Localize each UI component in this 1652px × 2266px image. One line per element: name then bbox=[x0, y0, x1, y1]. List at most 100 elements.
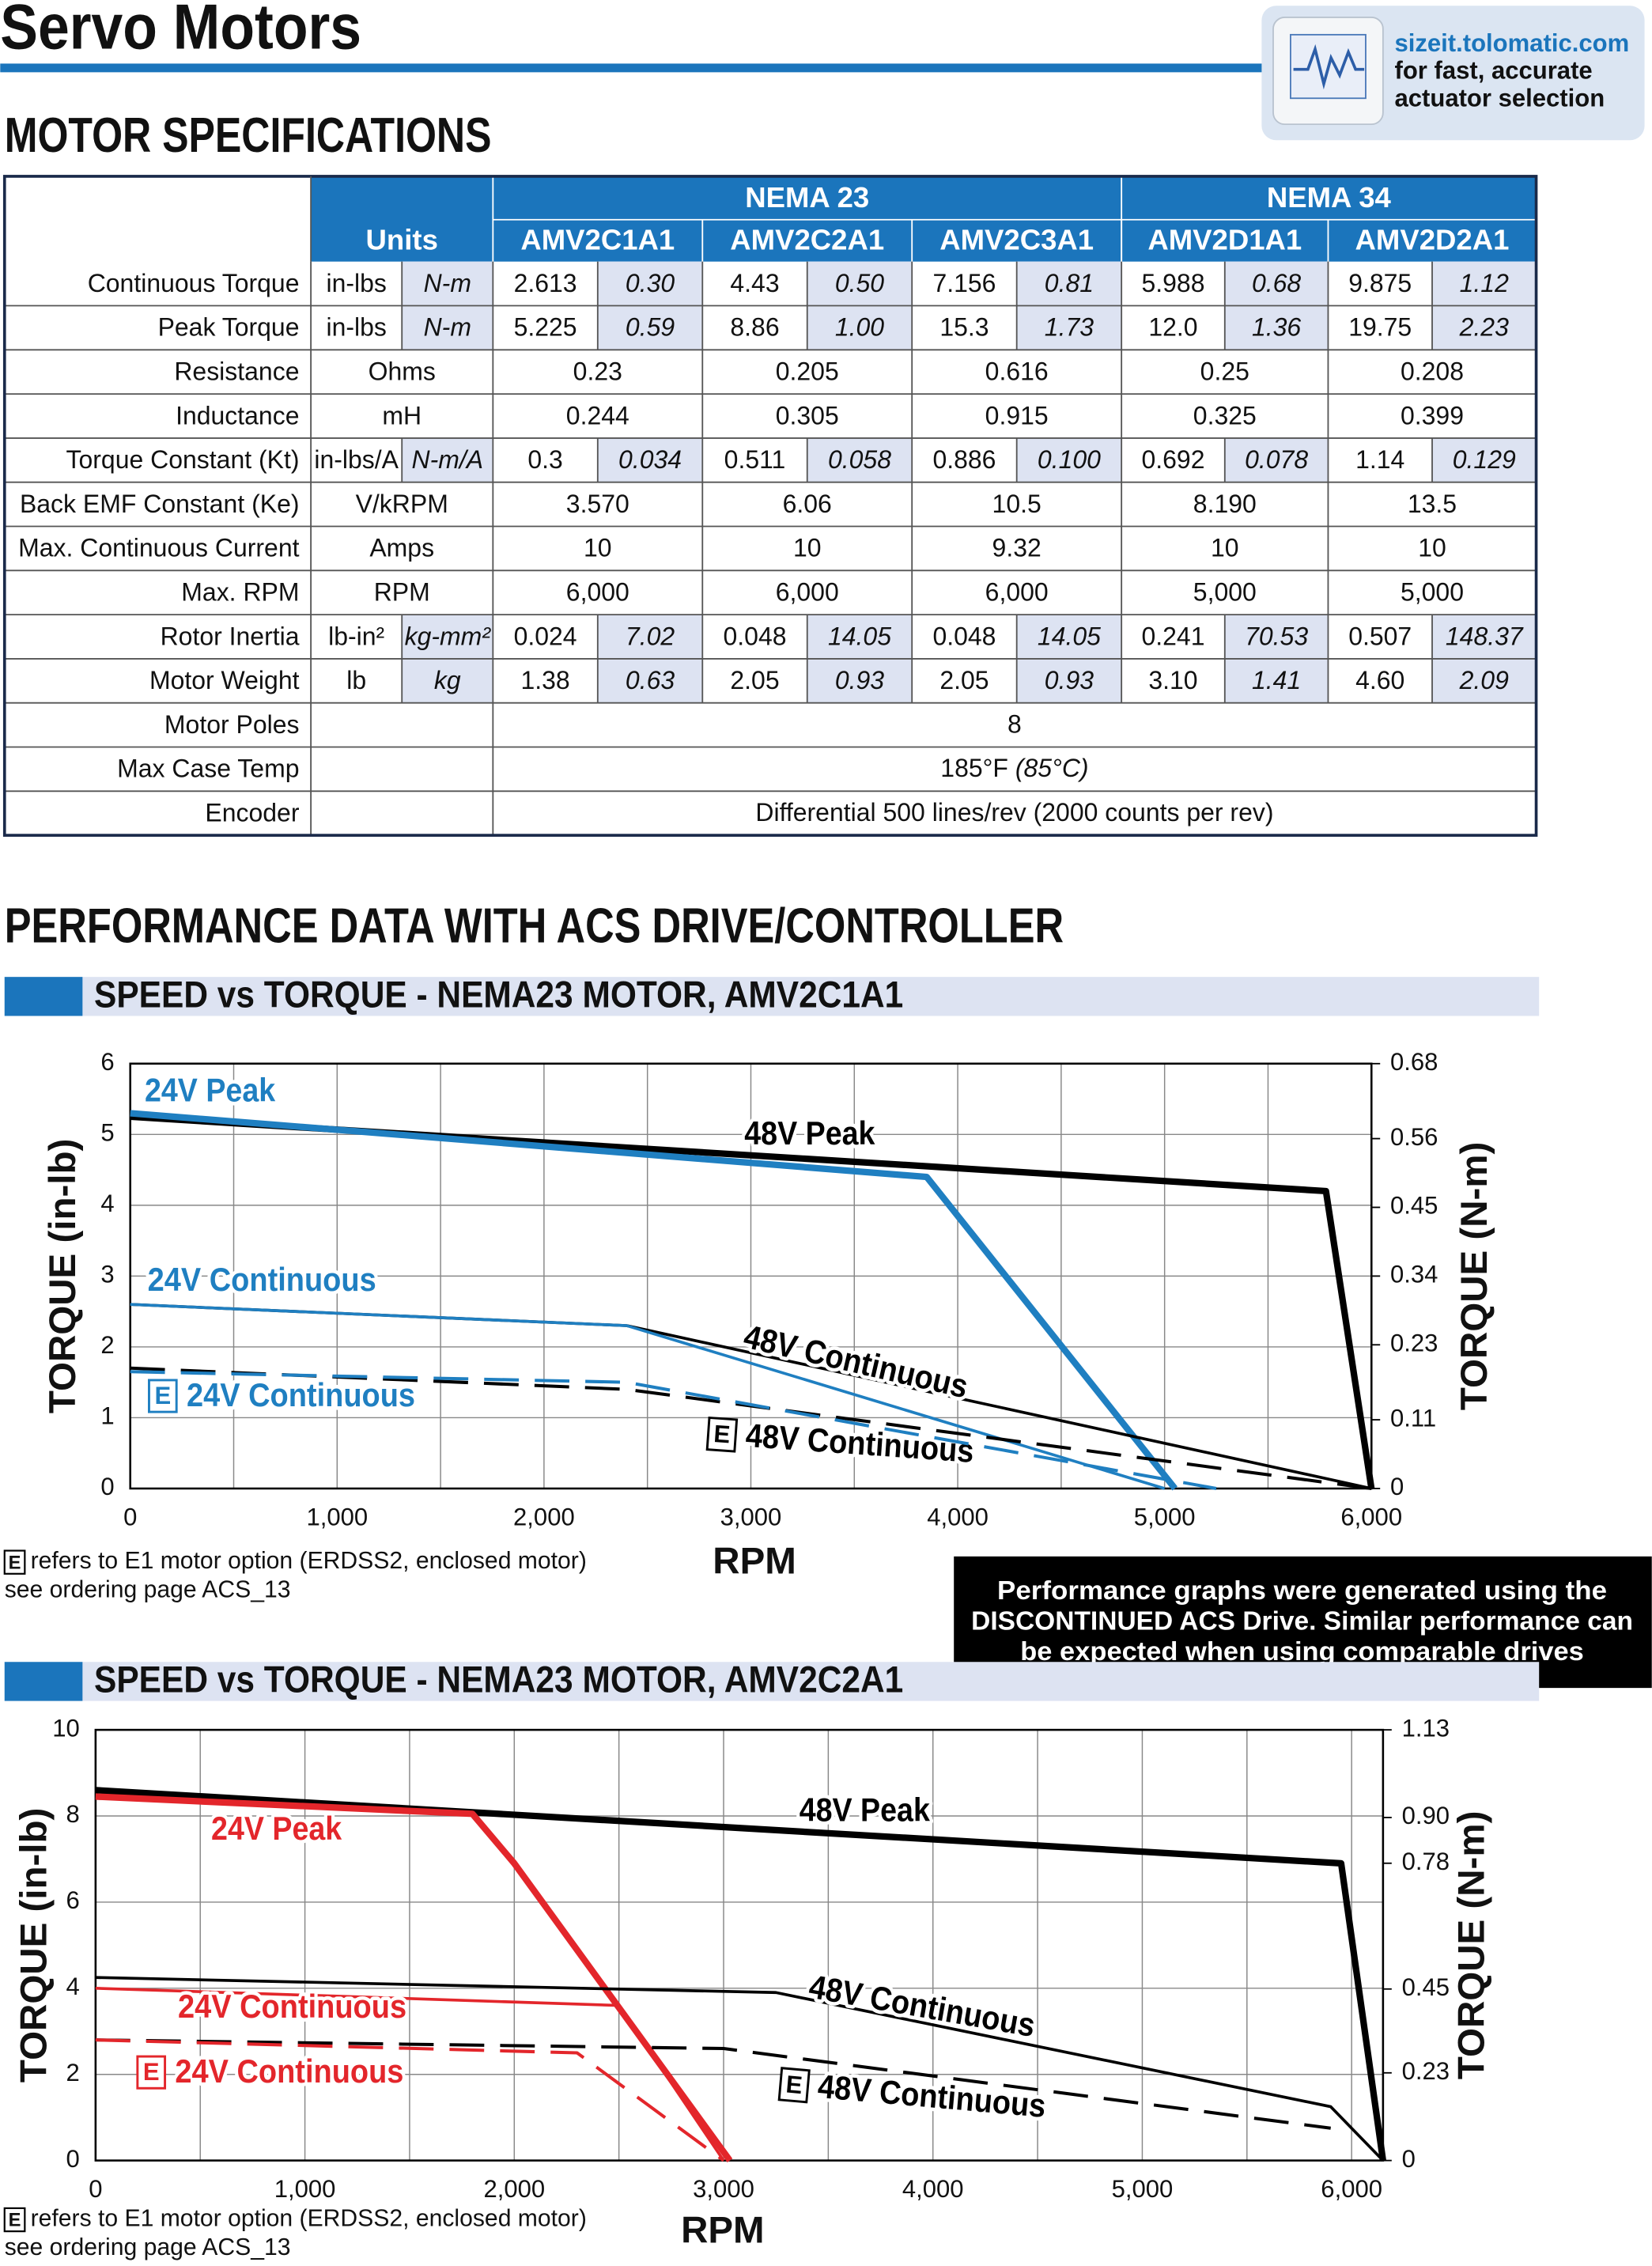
cell-value: 0.305 bbox=[776, 401, 839, 429]
cell-value: 3.10 bbox=[1148, 666, 1197, 694]
title-bar-accent bbox=[4, 1662, 83, 1701]
cell-value: 0.23 bbox=[573, 357, 622, 385]
cell-value: 1.14 bbox=[1355, 445, 1404, 474]
model-header: AMV2D1A1 bbox=[1147, 224, 1302, 256]
row-label: Peak Torque bbox=[158, 313, 300, 342]
metric-shade bbox=[597, 658, 703, 703]
page-title: Servo Motors bbox=[0, 0, 361, 62]
y2-tick-label: 0.11 bbox=[1390, 1404, 1436, 1432]
cell-value: 5.225 bbox=[514, 313, 577, 342]
badge-wave bbox=[1293, 44, 1365, 90]
metric-shade bbox=[1016, 305, 1122, 350]
cell-value: 185°F bbox=[940, 755, 1008, 783]
series-label: E 24V Continuous bbox=[136, 2049, 407, 2094]
row-label: Back EMF Constant (Ke) bbox=[20, 490, 300, 518]
cell-value: 6,000 bbox=[985, 577, 1049, 606]
unit-metric: N-m bbox=[424, 269, 471, 297]
cell-value: 10 bbox=[584, 534, 612, 562]
x-axis-label: RPM bbox=[713, 1541, 796, 1583]
option-symbol: E bbox=[784, 2070, 803, 2099]
series-name: 48V Continuous bbox=[807, 1968, 1038, 2044]
y-tick-label: 2 bbox=[100, 1331, 114, 1359]
metric-shade bbox=[1224, 305, 1329, 350]
metric-shade bbox=[1016, 658, 1122, 703]
cell-value: 5.988 bbox=[1141, 269, 1204, 297]
cell-value: 4.60 bbox=[1355, 666, 1404, 694]
cell-value: 0.915 bbox=[985, 401, 1049, 429]
series-label: 48V Peak bbox=[796, 1787, 934, 1832]
cell-value-metric: 1.36 bbox=[1252, 313, 1301, 342]
series-name: 24V Peak bbox=[211, 1810, 342, 1847]
cell-value-metric: 7.02 bbox=[626, 622, 675, 650]
series-name: 24V Peak bbox=[145, 1071, 276, 1108]
option-symbol: E bbox=[154, 1382, 171, 1409]
title-bar bbox=[82, 1662, 1540, 1701]
badge-link[interactable]: sizeit.tolomatic.com bbox=[1394, 29, 1629, 57]
cell-value-metric: 2.09 bbox=[1459, 666, 1509, 694]
x-tick-label: 0 bbox=[89, 2175, 102, 2203]
series-label: 48V Continuous bbox=[737, 1314, 975, 1409]
y2-tick-label: 0 bbox=[1390, 1473, 1404, 1500]
series-label: E 24V Continuous bbox=[148, 1372, 419, 1417]
cell-value: 9.875 bbox=[1348, 269, 1412, 297]
series-name: 48V Peak bbox=[800, 1791, 931, 1828]
cell-value-metric: 1.12 bbox=[1460, 269, 1509, 297]
notice-text: Performance graphs were generated using … bbox=[997, 1576, 1607, 1605]
cell-value-metric: 0.63 bbox=[626, 666, 675, 694]
cell-value-metric: 1.73 bbox=[1045, 313, 1094, 342]
y2-tick-label: 0 bbox=[1402, 2145, 1416, 2173]
y-tick-label: 0 bbox=[100, 1473, 114, 1500]
y-tick-label: 1 bbox=[100, 1402, 114, 1430]
cell-value: 4.43 bbox=[730, 269, 779, 297]
y2-tick-label: 0.90 bbox=[1402, 1802, 1450, 1829]
y2-axis-label: TORQUE (N-m) bbox=[1454, 1142, 1495, 1411]
row-label: Resistance bbox=[174, 357, 299, 385]
plot-frame bbox=[129, 1062, 1373, 1490]
badge-tagline: actuator selection bbox=[1394, 84, 1605, 112]
cell-value: 10 bbox=[1418, 534, 1446, 562]
cell-value: 0.692 bbox=[1141, 445, 1204, 474]
cell-value: 0.886 bbox=[932, 445, 996, 474]
cell-value-metric: 0.59 bbox=[626, 313, 675, 342]
option-box bbox=[136, 2055, 167, 2090]
metric-shade bbox=[1224, 658, 1329, 703]
y2-tick-label: 0.45 bbox=[1402, 1973, 1450, 2001]
cell-value: 5,000 bbox=[1401, 577, 1464, 606]
metric-shade bbox=[402, 437, 493, 482]
cell-value: 0.511 bbox=[724, 445, 786, 474]
group-header: NEMA 23 bbox=[745, 181, 869, 214]
unit: lb-in² bbox=[328, 622, 384, 650]
option-box bbox=[705, 1416, 739, 1453]
metric-shade bbox=[807, 615, 913, 659]
cell-value: 3.570 bbox=[566, 490, 629, 518]
cell-value: 0.507 bbox=[1348, 622, 1412, 650]
unit-metric: N-m/A bbox=[411, 445, 483, 474]
note-symbol: E bbox=[9, 2210, 21, 2231]
unit: RPM bbox=[374, 577, 430, 606]
series-line bbox=[95, 2038, 1331, 2130]
plot-frame bbox=[94, 1728, 1385, 2162]
note-box bbox=[3, 2207, 26, 2233]
model-header: AMV2D2A1 bbox=[1355, 224, 1510, 256]
row-label: Encoder bbox=[205, 798, 299, 827]
metric-shade bbox=[1224, 615, 1329, 659]
x-tick-label: 6,000 bbox=[1321, 2175, 1382, 2203]
option-box bbox=[777, 2067, 811, 2104]
metric-shade bbox=[1431, 658, 1537, 703]
x-tick-label: 3,000 bbox=[720, 1504, 782, 1531]
x-tick-label: 6,000 bbox=[1340, 1504, 1402, 1531]
unit: lb bbox=[346, 666, 366, 694]
series-name: 24V Continuous bbox=[187, 1376, 415, 1413]
y-tick-label: 4 bbox=[66, 1973, 79, 2000]
x-axis-label: RPM bbox=[681, 2210, 765, 2252]
y-tick-label: 2 bbox=[66, 2059, 79, 2086]
title-rule bbox=[0, 63, 1269, 73]
cell-value: 6.06 bbox=[783, 490, 832, 518]
cell-value: 0.024 bbox=[514, 622, 577, 650]
metric-shade bbox=[1224, 437, 1329, 482]
cell-value: 8.190 bbox=[1193, 490, 1257, 518]
cell-value-metric: 0.81 bbox=[1045, 269, 1094, 297]
cell-value: 0.3 bbox=[527, 445, 562, 474]
y2-tick-label: 0.23 bbox=[1390, 1329, 1438, 1356]
